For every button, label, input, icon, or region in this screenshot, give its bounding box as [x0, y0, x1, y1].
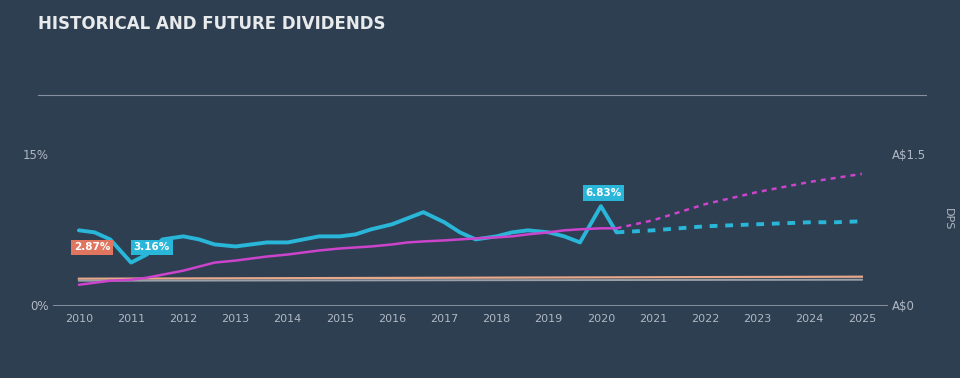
Text: 2.87%: 2.87%: [74, 243, 110, 253]
Text: HISTORICAL AND FUTURE DIVIDENDS: HISTORICAL AND FUTURE DIVIDENDS: [38, 15, 386, 33]
Text: 3.16%: 3.16%: [133, 243, 170, 253]
Y-axis label: DPS: DPS: [943, 208, 953, 231]
Text: 6.83%: 6.83%: [586, 188, 621, 198]
